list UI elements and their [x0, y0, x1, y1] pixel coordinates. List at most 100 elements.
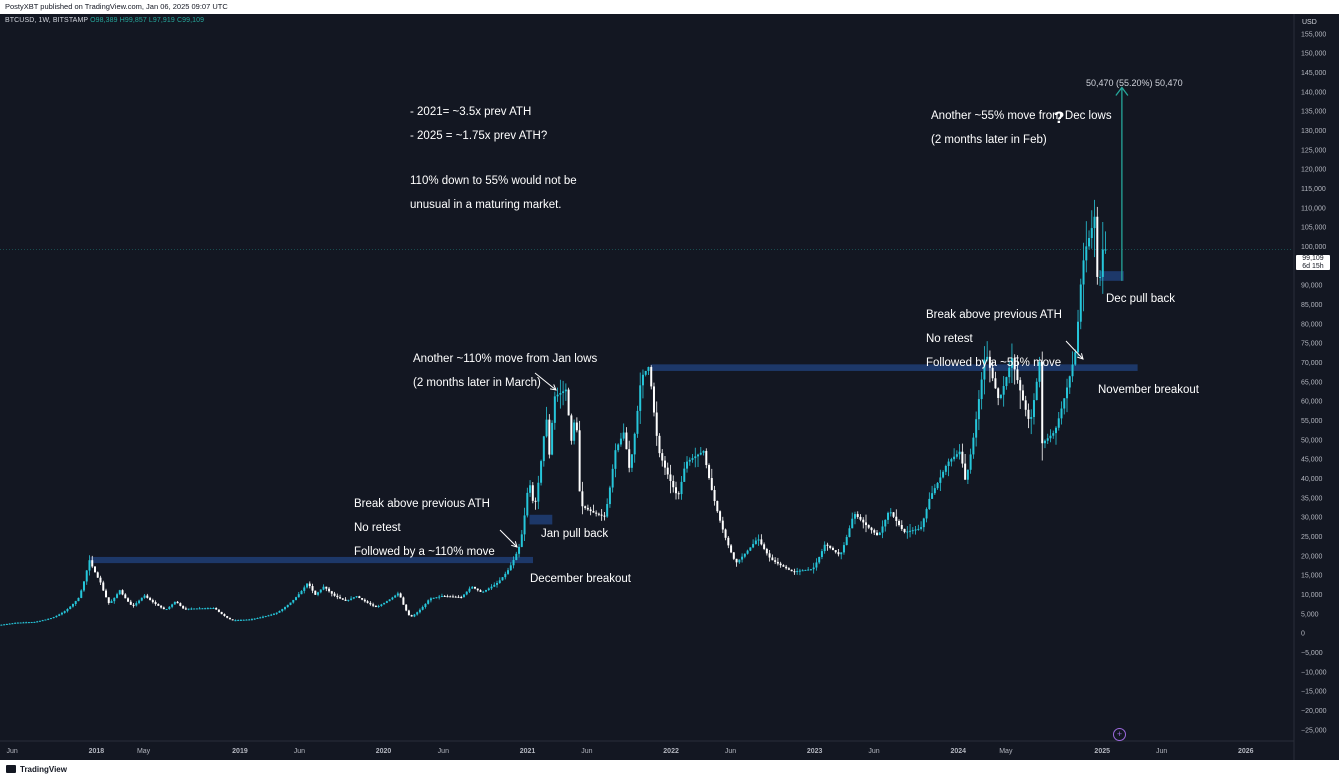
break-2024-note: Break above previous ATH No retest Follo…	[926, 297, 1062, 381]
price-tick-label: 30,000	[1301, 515, 1323, 522]
candle-body	[209, 608, 212, 610]
candle-body	[132, 604, 135, 606]
candle-body	[121, 590, 124, 595]
candle-body	[686, 461, 689, 469]
candle-body	[779, 563, 782, 566]
price-chart[interactable]: 155,000 150,000 145,000 140,000 135,000 130,0…	[0, 14, 1339, 760]
price-tick-label: −25,000	[1301, 727, 1327, 734]
candle-body	[876, 532, 879, 536]
candle-body	[1019, 380, 1022, 391]
candle-body	[413, 614, 416, 617]
candle-body	[845, 537, 848, 546]
candle-body	[991, 367, 994, 379]
ohlc-low: L97,919	[148, 17, 175, 24]
candle-body	[88, 560, 91, 571]
candle-body	[669, 474, 672, 481]
candle-body	[603, 515, 606, 517]
candle-body	[947, 461, 950, 467]
current-price-tag: 99,109 6d 15h	[1296, 255, 1330, 270]
candle-body	[812, 567, 815, 570]
price-tick-label: 20,000	[1301, 553, 1323, 560]
time-tick-label: Jun	[1156, 748, 1167, 755]
candle-body	[116, 594, 119, 598]
price-tick-label: 135,000	[1301, 109, 1326, 116]
candle-body	[658, 435, 661, 454]
candle-body	[840, 552, 843, 555]
candle-body	[195, 608, 198, 610]
time-tick-label: 2026	[1238, 748, 1254, 755]
candle-body	[1049, 435, 1052, 439]
candle-body	[647, 367, 650, 371]
candle-body	[60, 612, 63, 615]
candle-body	[449, 596, 452, 598]
candle-body	[1005, 377, 1008, 387]
candle-body	[529, 485, 532, 493]
candle-body	[771, 557, 774, 561]
candle-body	[680, 481, 683, 495]
break-2020-arrow	[499, 529, 518, 548]
candle-body	[964, 463, 967, 480]
candle-body	[1079, 284, 1082, 322]
candle-body	[983, 359, 986, 380]
candle-body	[1035, 381, 1038, 401]
ohlc-open: O98,389	[90, 17, 118, 24]
candle-body	[531, 485, 534, 501]
candle-body	[1008, 367, 1011, 378]
candle-body	[1090, 228, 1093, 239]
candle-body	[914, 529, 917, 531]
candle-body	[93, 566, 96, 573]
candle-body	[980, 379, 983, 400]
price-axis-currency[interactable]: USD	[1302, 19, 1317, 26]
candle-body	[245, 619, 248, 621]
candle-body	[925, 509, 928, 519]
price-tick-label: 0	[1301, 631, 1305, 638]
candle-body	[295, 597, 298, 600]
breakout-zone	[1100, 271, 1124, 281]
candle-body	[763, 544, 766, 549]
candle-body	[317, 592, 320, 595]
candle-body	[909, 530, 912, 532]
candle-body	[297, 594, 300, 598]
candle-body	[955, 454, 958, 457]
candle-body	[485, 590, 488, 592]
time-tick-label: Jun	[725, 748, 736, 755]
dec-pull-back-label: Dec pull back	[1106, 293, 1176, 305]
candle-body	[584, 506, 587, 508]
candle-body	[515, 553, 518, 561]
candle-body	[96, 572, 99, 578]
candle-body	[1027, 409, 1030, 419]
candle-body	[498, 580, 501, 583]
time-tick-label: 2024	[950, 748, 966, 755]
candle-body	[793, 571, 796, 573]
candle-body	[870, 527, 873, 531]
candles	[0, 199, 1107, 626]
break-2020-line-3: Followed by a ~110% move	[354, 546, 495, 558]
candle-body	[1052, 433, 1055, 436]
candle-body	[336, 595, 339, 598]
candle-body	[496, 582, 499, 585]
ath-ratio-line-2: - 2025 = ~1.75x prev ATH?	[410, 130, 548, 142]
candle-body	[52, 617, 55, 619]
candle-body	[358, 596, 361, 599]
break-2020-note: Break above previous ATH No retest Follo…	[354, 486, 495, 570]
candle-body	[490, 586, 493, 589]
add-indicator-button[interactable]: +	[1113, 728, 1126, 741]
candle-body	[804, 569, 807, 571]
candle-body	[526, 492, 529, 516]
price-tick-label: −5,000	[1301, 650, 1323, 657]
price-tick-label: −15,000	[1301, 689, 1327, 696]
jan-pull-back-label: Jan pull back	[541, 528, 609, 540]
candle-body	[311, 586, 314, 591]
candle-body	[3, 624, 6, 626]
candle-body	[724, 529, 727, 538]
candle-body	[465, 591, 468, 595]
price-tick-label: 80,000	[1301, 321, 1323, 328]
candle-body	[289, 602, 292, 605]
candle-body	[402, 597, 405, 605]
candle-body	[898, 520, 901, 526]
candle-body	[931, 493, 934, 499]
candle-body	[16, 622, 19, 624]
candle-body	[851, 518, 854, 529]
candle-body	[691, 458, 694, 460]
candle-body	[462, 594, 465, 598]
